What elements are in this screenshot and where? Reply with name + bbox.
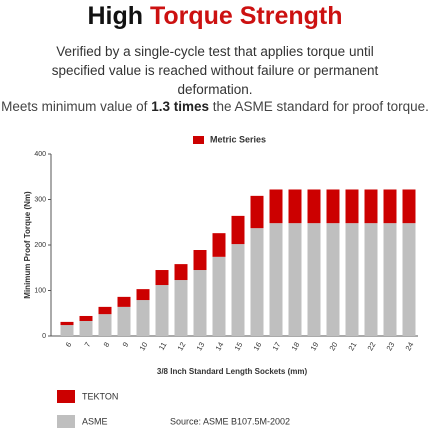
bar-segment [402, 189, 416, 224]
bar-segment [383, 189, 397, 224]
bar-segment [174, 280, 188, 336]
bar-segment [136, 289, 150, 301]
bar-segment [231, 244, 245, 336]
bar-segment [155, 270, 169, 286]
bar-segment [193, 250, 207, 271]
bar-segment [117, 296, 131, 307]
y-tick-label: 200 [34, 242, 46, 249]
bar-segment [383, 223, 397, 336]
title-plain: High [87, 2, 143, 30]
bar-segment [117, 306, 131, 336]
bar-segment [79, 315, 93, 321]
x-tick-label: 9 [121, 340, 131, 348]
x-tick-label: 21 [346, 340, 358, 352]
x-tick-label: 13 [194, 340, 206, 352]
x-tick-label: 10 [137, 340, 149, 352]
bar-segment [288, 223, 302, 336]
x-tick-label: 19 [308, 340, 320, 352]
x-tick-label: 22 [365, 340, 377, 352]
x-tick-label: 23 [384, 340, 396, 352]
chart-title: Metric Series [210, 134, 266, 144]
series-icon [193, 136, 204, 144]
x-tick-label: 24 [403, 340, 415, 352]
bar-segment [364, 189, 378, 224]
bar-segment [212, 256, 226, 336]
bar-segment [60, 325, 74, 336]
bar-segment [269, 223, 283, 336]
bar-segment [250, 228, 264, 336]
tagline-start: Meets minimum value of [1, 99, 148, 114]
x-tick-label: 15 [232, 340, 244, 352]
x-tick-label: 20 [327, 340, 339, 352]
title-highlight: Torque Strength [149, 2, 343, 30]
bar-segment [231, 215, 245, 245]
y-axis-label: Minimum Proof Torque (Nm) [23, 191, 32, 299]
tagline: Meets minimum value of 1.3 times the ASM… [0, 99, 430, 114]
y-tick-label: 300 [34, 196, 46, 203]
title: High Torque Strength [0, 2, 430, 31]
source: Source: ASME B107.5M-2002 [170, 416, 290, 426]
x-tick-label: 6 [64, 340, 74, 348]
bar-segment [174, 264, 188, 281]
legend-label: TEKTON [82, 391, 118, 401]
bar-segment [79, 320, 93, 336]
bar-segment [345, 223, 359, 336]
bar-segment [193, 270, 207, 336]
bar-segment [212, 233, 226, 257]
bar-segment [136, 300, 150, 336]
x-tick-label: 18 [289, 340, 301, 352]
x-tick-label: 11 [157, 340, 169, 351]
x-tick-label: 17 [270, 340, 282, 352]
bar-segment [364, 223, 378, 336]
bar-segment [155, 285, 169, 336]
legend-swatch [57, 415, 75, 428]
bar-segment [326, 189, 340, 224]
bar-segment [60, 321, 74, 326]
x-tick-label: 14 [213, 340, 225, 352]
bar-segment [269, 189, 283, 224]
bar-segment [307, 223, 321, 336]
x-tick-label: 12 [175, 340, 187, 352]
bar-segment [307, 189, 321, 224]
description: Verified by a single-cycle test that app… [51, 44, 379, 97]
legend-swatch [57, 390, 75, 403]
bar-segment [98, 314, 112, 336]
bar-segment [402, 223, 416, 336]
y-tick-label: 100 [34, 287, 46, 294]
bar-segment [326, 223, 340, 336]
bar-segment [345, 189, 359, 224]
x-axis-label: 3/8 Inch Standard Length Sockets (mm) [157, 367, 308, 376]
tagline-bold: 1.3 times [151, 99, 209, 114]
x-tick-label: 7 [83, 340, 93, 348]
y-tick-label: 400 [34, 151, 46, 158]
x-tick-label: 16 [251, 340, 263, 352]
bar-segment [250, 195, 264, 229]
bar-segment [288, 189, 302, 224]
legend-label: ASME [82, 416, 108, 426]
tagline-end: the ASME standard for proof torque. [212, 99, 429, 114]
bar-segment [98, 306, 112, 315]
x-tick-label: 8 [102, 340, 112, 348]
y-tick-label: 0 [42, 333, 46, 340]
